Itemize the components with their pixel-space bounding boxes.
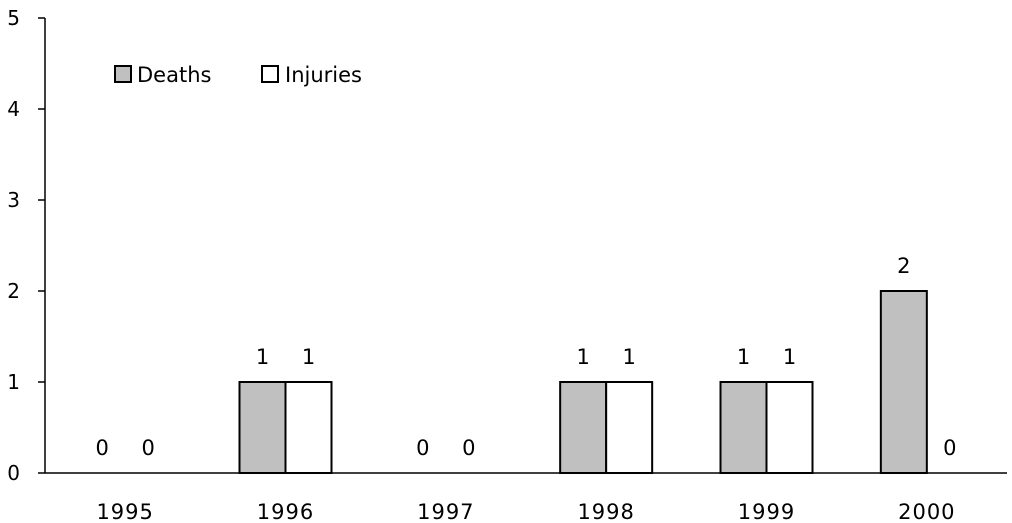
data-labels: 0 0 1 1 0 0 1 1 1 1 2 0 <box>95 254 956 460</box>
data-label: 1 <box>783 345 796 369</box>
legend-label-injuries: Injuries <box>285 63 362 87</box>
y-tick-label: 5 <box>7 6 20 30</box>
legend-label-deaths: Deaths <box>137 63 211 87</box>
bar-injuries <box>284 381 333 474</box>
data-label: 1 <box>302 345 315 369</box>
legend-swatch-injuries <box>261 65 279 83</box>
x-tick-label: 1996 <box>257 500 314 523</box>
data-label: 0 <box>141 436 154 460</box>
y-tick-label: 1 <box>7 370 20 394</box>
x-tick-label: 1997 <box>417 500 474 523</box>
x-tick-label: 1998 <box>577 500 634 523</box>
y-tick-label: 0 <box>7 461 20 485</box>
x-tick-label: 2000 <box>898 500 955 523</box>
bar-injuries <box>765 381 814 474</box>
x-tick-label: 1995 <box>96 500 153 523</box>
bars <box>238 290 928 474</box>
legend: Deaths Injuries <box>114 63 362 87</box>
data-label: 0 <box>462 436 475 460</box>
data-label: 1 <box>256 345 269 369</box>
bar-deaths <box>879 290 928 474</box>
y-tick-label: 2 <box>7 279 20 303</box>
data-label: 0 <box>95 436 108 460</box>
data-label: 0 <box>943 436 956 460</box>
y-tick-label: 4 <box>7 97 20 121</box>
x-axis: 1995 1996 1997 1998 1999 2000 <box>45 472 1007 523</box>
legend-swatch-deaths <box>114 65 132 83</box>
bar-deaths <box>559 381 608 474</box>
x-tick-label: 1999 <box>738 500 795 523</box>
bar-injuries <box>605 381 654 474</box>
bar-deaths <box>719 381 768 474</box>
data-label: 1 <box>622 345 635 369</box>
data-label: 0 <box>416 436 429 460</box>
y-axis: 0 1 2 3 4 5 <box>7 6 46 485</box>
data-label: 1 <box>737 345 750 369</box>
bar-deaths <box>238 381 287 474</box>
data-label: 2 <box>897 254 910 278</box>
y-tick-label: 3 <box>7 188 20 212</box>
data-label: 1 <box>576 345 589 369</box>
